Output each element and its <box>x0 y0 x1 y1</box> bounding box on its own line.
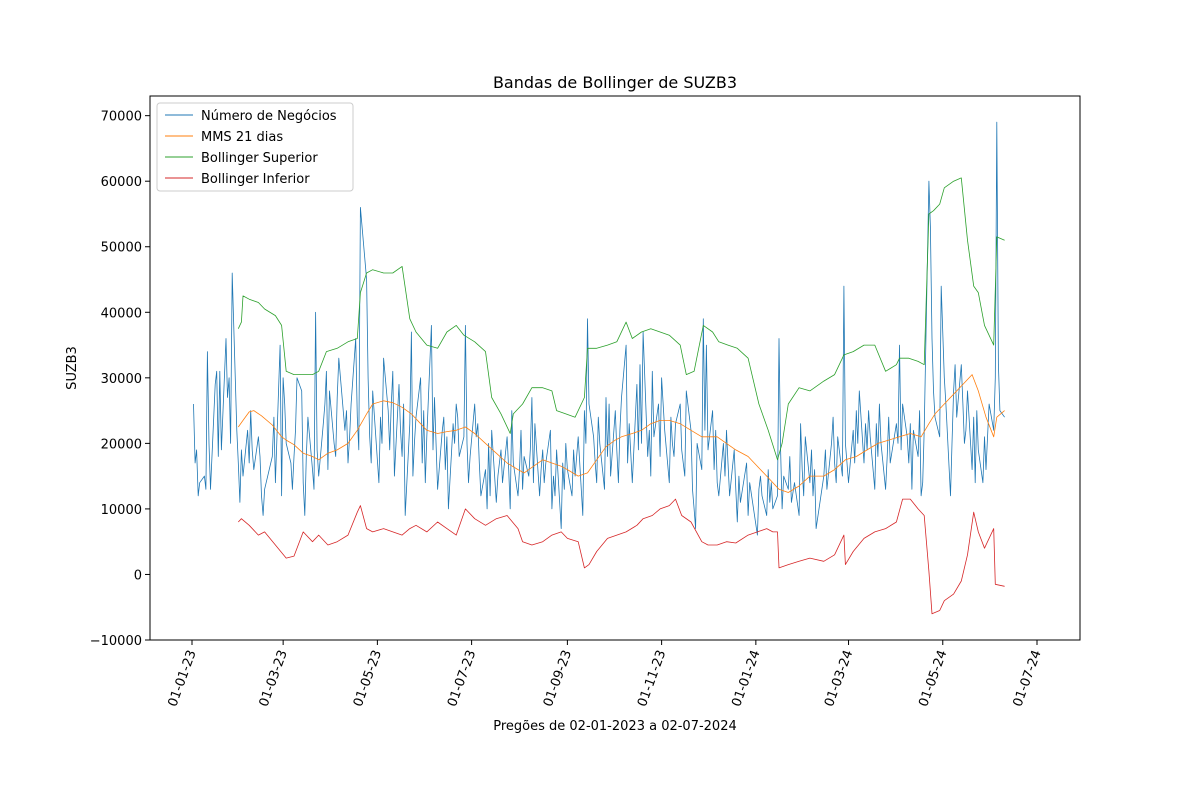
legend-label: Bollinger Inferior <box>201 172 310 187</box>
y-tick-label: 20000 <box>101 437 142 452</box>
y-tick-label: 70000 <box>101 110 142 125</box>
y-tick-label: 10000 <box>101 503 142 518</box>
legend-box <box>156 102 354 192</box>
legend-label: Bollinger Superior <box>201 151 318 166</box>
series-line-numero-de-negocios <box>193 121 1005 536</box>
y-axis-label: SUZB3 <box>65 346 80 390</box>
legend-label: Número de Negócios <box>201 109 337 124</box>
x-axis-label: Pregões de 02-01-2023 a 02-07-2024 <box>493 719 737 734</box>
y-axis: −10000 0 10000 20000 30000 40000 50000 60000 700… <box>90 110 150 649</box>
legend-label: MMS 21 dias <box>201 130 283 145</box>
chart-title: Bandas de Bollinger de SUZB3 <box>493 73 737 92</box>
y-tick-label: 50000 <box>101 241 142 256</box>
series-line-mms-21-dias <box>237 374 1005 493</box>
y-tick-label: 0 <box>134 568 142 583</box>
series-line-bollinger-superior <box>237 177 1005 461</box>
y-tick-label: −10000 <box>90 634 142 649</box>
y-tick-label: 60000 <box>101 175 142 190</box>
y-tick-label: 30000 <box>101 372 142 387</box>
y-tick-label: 40000 <box>101 306 142 321</box>
plot-frame <box>149 95 1081 641</box>
series-line-bollinger-inferior <box>238 498 1005 615</box>
legend: Número de Negócios MMS 21 dias Bollinger S… <box>156 102 354 192</box>
series-layer <box>193 121 1005 615</box>
